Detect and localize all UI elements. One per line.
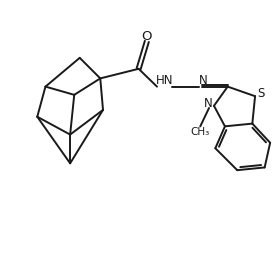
Text: N: N	[204, 97, 212, 110]
Text: S: S	[257, 87, 264, 100]
Text: N: N	[199, 74, 207, 87]
Text: CH₃: CH₃	[190, 127, 209, 137]
Text: O: O	[142, 30, 152, 43]
Text: HN: HN	[156, 74, 173, 87]
